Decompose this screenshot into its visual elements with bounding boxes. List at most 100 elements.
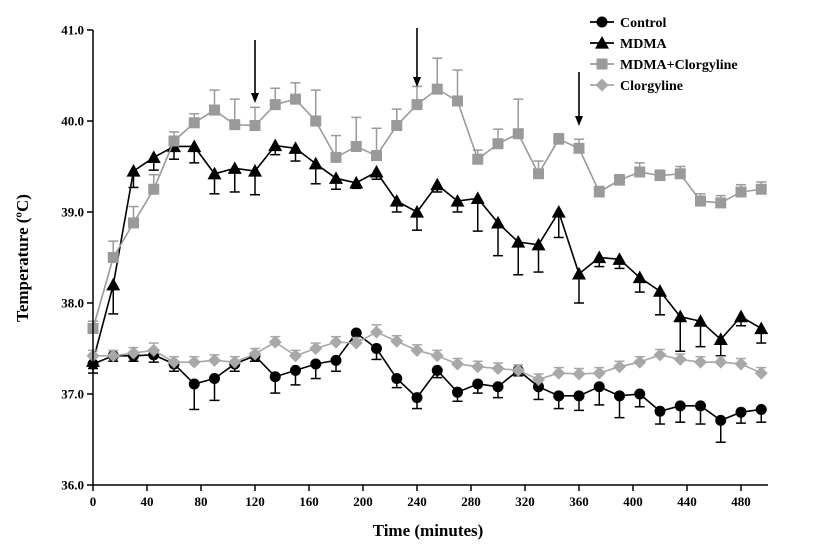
data-point xyxy=(431,349,444,362)
x-tick-label: 280 xyxy=(461,494,481,509)
y-tick-label: 39.0 xyxy=(61,205,84,220)
y-axis-title: Temperature (ºC) xyxy=(13,194,32,322)
arrow-head xyxy=(251,93,259,103)
data-point xyxy=(106,278,120,291)
legend-marker xyxy=(596,79,609,92)
data-point xyxy=(674,353,687,366)
data-point xyxy=(552,205,566,218)
data-point xyxy=(209,105,220,116)
x-tick-label: 480 xyxy=(731,494,751,509)
data-point xyxy=(108,252,119,263)
arrow-marker xyxy=(575,72,583,126)
data-point xyxy=(471,191,485,204)
data-point xyxy=(290,94,301,105)
x-tick-label: 40 xyxy=(141,494,154,509)
data-point xyxy=(655,170,666,181)
data-point xyxy=(412,392,423,403)
data-point xyxy=(756,184,767,195)
data-point xyxy=(127,164,141,177)
data-point xyxy=(189,378,200,389)
data-point xyxy=(391,120,402,131)
data-point xyxy=(594,186,605,197)
data-point xyxy=(290,365,301,376)
data-point xyxy=(533,168,544,179)
data-point xyxy=(614,390,625,401)
data-point xyxy=(310,358,321,369)
data-point xyxy=(370,326,383,339)
data-point xyxy=(613,360,626,373)
data-point xyxy=(451,357,464,370)
x-tick-label: 120 xyxy=(245,494,265,509)
data-point xyxy=(147,150,161,163)
data-point xyxy=(634,389,645,400)
data-point xyxy=(614,175,625,186)
data-point xyxy=(736,407,747,418)
series-clorgyline xyxy=(87,325,768,386)
x-tick-label: 240 xyxy=(407,494,427,509)
data-point xyxy=(592,251,606,264)
legend-marker xyxy=(597,17,608,28)
data-point xyxy=(330,336,343,349)
data-point xyxy=(574,143,585,154)
x-tick-label: 80 xyxy=(195,494,208,509)
data-point xyxy=(309,157,323,170)
data-point xyxy=(574,390,585,401)
data-point xyxy=(370,165,384,178)
data-point xyxy=(390,194,404,207)
data-point xyxy=(391,373,402,384)
data-point xyxy=(471,360,484,373)
data-point xyxy=(694,356,707,369)
data-point xyxy=(309,342,322,355)
data-point xyxy=(209,373,220,384)
data-point xyxy=(189,117,200,128)
data-point xyxy=(675,400,686,411)
data-point xyxy=(329,171,343,184)
data-point xyxy=(250,120,261,131)
legend-item: MDMA+Clorgyline xyxy=(590,58,738,73)
x-tick-label: 440 xyxy=(677,494,697,509)
data-point xyxy=(493,138,504,149)
x-tick-label: 360 xyxy=(569,494,589,509)
data-point xyxy=(715,197,726,208)
data-point xyxy=(289,349,302,362)
arrow-head xyxy=(575,116,583,126)
data-point xyxy=(715,415,726,426)
data-point xyxy=(310,116,321,127)
data-point xyxy=(270,99,281,110)
x-tick-label: 0 xyxy=(90,494,97,509)
data-point xyxy=(452,387,463,398)
x-tick-label: 160 xyxy=(299,494,319,509)
legend-item: Control xyxy=(590,16,667,31)
data-point xyxy=(228,161,242,174)
data-point xyxy=(633,356,646,369)
legend-label: MDMA xyxy=(620,37,668,52)
data-point xyxy=(695,400,706,411)
data-point xyxy=(390,335,403,348)
y-tick-label: 37.0 xyxy=(61,387,84,402)
data-point xyxy=(432,365,443,376)
data-point xyxy=(553,134,564,145)
plot-area xyxy=(86,58,768,442)
data-point xyxy=(472,378,483,389)
data-point xyxy=(331,152,342,163)
data-point xyxy=(229,119,240,130)
data-point xyxy=(735,357,748,370)
legend-item: Clorgyline xyxy=(590,79,683,95)
data-point xyxy=(270,371,281,382)
arrow-head xyxy=(413,77,421,87)
x-axis-title: Time (minutes) xyxy=(373,521,484,540)
x-tick-label: 320 xyxy=(515,494,535,509)
data-point xyxy=(107,349,120,362)
x-tick-label: 400 xyxy=(623,494,643,509)
arrow-marker xyxy=(413,28,421,87)
data-point xyxy=(594,381,605,392)
data-point xyxy=(452,95,463,106)
data-point xyxy=(653,284,667,297)
data-point xyxy=(371,343,382,354)
data-point xyxy=(268,139,282,152)
data-point xyxy=(573,367,586,380)
data-point xyxy=(513,128,524,139)
data-point xyxy=(492,362,505,375)
legend-label: Clorgyline xyxy=(620,79,683,94)
